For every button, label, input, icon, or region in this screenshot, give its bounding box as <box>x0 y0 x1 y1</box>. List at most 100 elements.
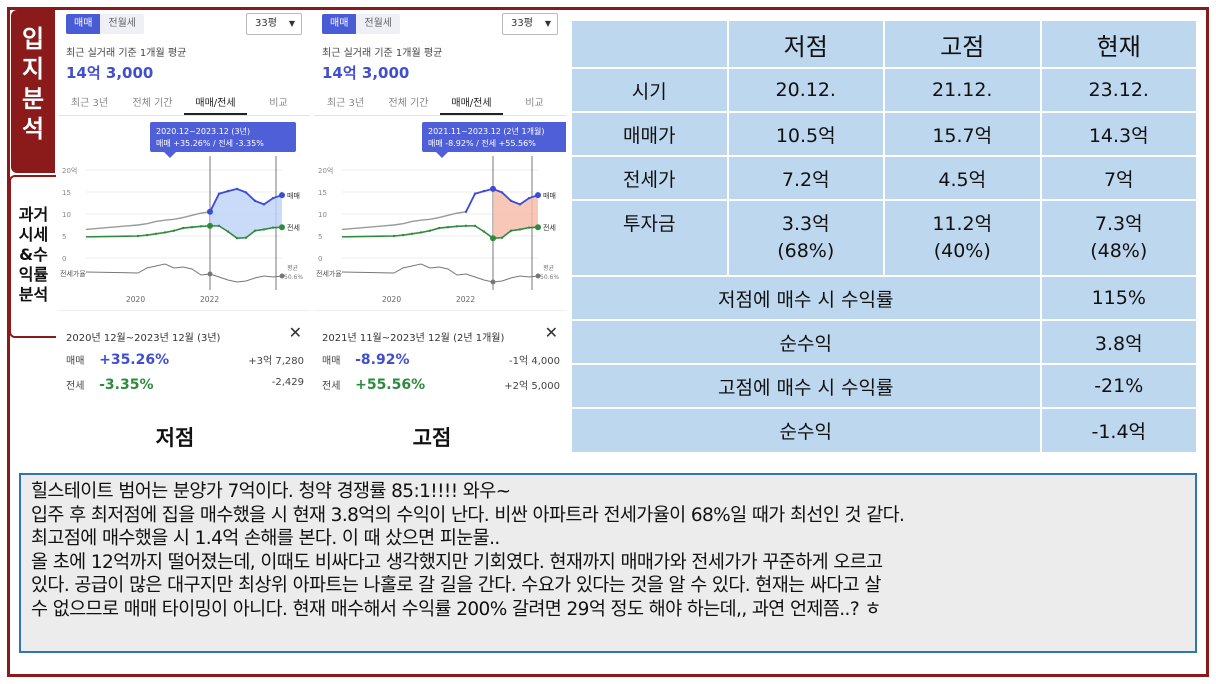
rent-point <box>419 231 423 234</box>
tab-sale-rent[interactable]: 매매/전세 <box>184 94 247 115</box>
tab-compare[interactable]: 비교 <box>525 98 544 109</box>
avg-price-value: 14억 3,000 <box>66 64 154 82</box>
sale-point <box>262 203 266 206</box>
rent-point <box>145 233 149 237</box>
detail-row-sale: 매매 -8.92% -1억 4,000 <box>322 349 560 369</box>
y-tick-label: 10 <box>318 211 327 219</box>
ratio-start-marker <box>490 279 496 285</box>
price-comparison-table: 저점 고점 현재 시기 20.12. 21.12. 23.12. 매매가 10.… <box>570 19 1198 454</box>
summary-value: -21% <box>1039 363 1198 409</box>
rent-point <box>262 228 266 231</box>
close-icon[interactable]: ✕ <box>544 323 558 342</box>
detail-rent-label: 전세 <box>322 381 341 392</box>
rent-start-marker <box>490 235 496 242</box>
commentary-line: 있다. 공급이 많은 대구지만 최상위 아파트는 나홀로 갈 길을 간다. 수요… <box>31 575 881 596</box>
summary-label: 고점에 매수 시 수익률 <box>570 363 1042 409</box>
invest-amount: 7.3억 <box>1094 213 1143 235</box>
summary-label: 순수익 <box>570 407 1042 454</box>
tab-all-period[interactable]: 전체 기간 <box>132 98 173 109</box>
table-row: 매매가 10.5억 15.7억 14.3억 <box>570 111 1198 157</box>
gap-fill-area <box>493 188 538 239</box>
period-tabs: 최근 3년 전체 기간 매매/전세 비교 <box>314 94 566 116</box>
caption-low: 저점 <box>155 426 195 450</box>
tooltip-change: 매매 +35.26% / 전세 -3.35% <box>156 138 264 148</box>
table-cell: 7억 <box>1039 155 1198 201</box>
jeonse-ratio-line <box>85 263 283 283</box>
detail-sale-amt: +3억 7,280 <box>248 356 304 367</box>
rent-point <box>199 225 203 228</box>
tab-compare[interactable]: 비교 <box>269 98 288 109</box>
detail-sale-label: 매매 <box>66 356 85 367</box>
tab-price-history-analysis[interactable]: 과거 시세 &수 익률 분석 <box>9 175 56 338</box>
rent-ratio: (48%) <box>1090 240 1148 262</box>
tab-recent-3y[interactable]: 최근 3년 <box>326 98 365 109</box>
period-detail-card: 2021년 11월~2023년 12월 (2년 1개월) ✕ 매매 -8.92%… <box>314 310 566 400</box>
rent-point <box>136 234 140 238</box>
tab-all-period[interactable]: 전체 기간 <box>388 98 429 109</box>
rent-point <box>392 234 396 238</box>
summary-value: 3.8억 <box>1039 319 1198 365</box>
size-select-value: 33평 <box>255 18 277 29</box>
detail-sale-amt: -1억 4,000 <box>509 356 560 367</box>
table-cell: 10.5억 <box>726 111 885 157</box>
tab-label-chunk: &수 <box>19 245 48 264</box>
commentary-line: 최고점에 매수했을 시 1.4억 손해를 본다. 이 때 샀으면 피눈물.. <box>31 528 500 549</box>
detail-rent-amt: +2억 5,000 <box>504 381 560 392</box>
table-row: 시기 20.12. 21.12. 23.12. <box>570 67 1198 113</box>
detail-rent-pct: +55.56% <box>355 377 426 393</box>
sale-line-label: 매매 <box>287 192 300 200</box>
trade-type-toggle[interactable]: 매매 전월세 <box>66 14 145 34</box>
rent-start-marker <box>207 222 213 229</box>
toggle-rent[interactable]: 전월세 <box>100 14 145 34</box>
size-select[interactable]: 33평 ▼ <box>502 13 558 35</box>
sale-point <box>509 199 513 202</box>
rent-point <box>244 236 248 239</box>
rent-point <box>226 230 230 233</box>
sale-point <box>500 191 504 194</box>
ratio-avg-label: 평균 <box>543 264 555 272</box>
tab-recent-3y[interactable]: 최근 3년 <box>70 98 109 109</box>
tab-sale-rent[interactable]: 매매/전세 <box>440 94 503 115</box>
sale-point <box>464 210 468 213</box>
table-header-row: 저점 고점 현재 <box>570 19 1198 69</box>
x-tick-label: 2022 <box>456 295 475 304</box>
rent-line <box>341 225 539 240</box>
detail-range: 2021년 11월~2023년 12월 (2년 1개월) <box>322 333 505 344</box>
rent-point <box>410 232 414 235</box>
jeonse-ratio-label: 전세가율 <box>60 269 86 278</box>
toggle-sale[interactable]: 매매 <box>322 14 357 34</box>
table-header-cell: 저점 <box>726 19 885 69</box>
size-select-value: 33평 <box>511 18 533 29</box>
tab-label-char: 분 <box>21 85 45 113</box>
price-line-chart[interactable]: 20억 15 10 5 0 2020.12~2023.12 (3년) 매매 +35.26% … <box>58 118 310 306</box>
table-cell: 11.2억 (40%) <box>883 199 1042 277</box>
detail-rent-amt: -2,429 <box>271 377 304 388</box>
sale-point <box>473 192 477 195</box>
range-tooltip <box>422 122 566 152</box>
rent-point <box>163 231 167 234</box>
rent-point <box>428 229 432 232</box>
sale-end-marker <box>279 192 285 199</box>
detail-range: 2020년 12월~2023년 12월 (3년) <box>66 333 221 344</box>
rent-point <box>181 226 185 230</box>
price-line-chart[interactable]: 20억 15 10 5 0 2021.11~2023.12 (2년 1개월) 매매 -8.9… <box>314 118 566 306</box>
rent-point <box>172 229 176 232</box>
detail-row-sale: 매매 +35.26% +3억 7,280 <box>66 349 304 369</box>
toggle-rent[interactable]: 전월세 <box>356 14 401 34</box>
toggle-sale[interactable]: 매매 <box>66 14 101 34</box>
ratio-end-marker <box>279 273 285 279</box>
rent-point <box>190 226 194 229</box>
table-row: 투자금 3.3억 (68%) 11.2억 (40%) 7.3억 (48%) <box>570 199 1198 277</box>
trade-type-toggle[interactable]: 매매 전월세 <box>322 14 401 34</box>
close-icon[interactable]: ✕ <box>288 323 302 342</box>
tooltip-change: 매매 -8.92% / 전세 +55.56% <box>428 138 536 148</box>
tooltip-period: 2021.11~2023.12 (2년 1개월) <box>428 126 544 136</box>
jeonse-ratio-label: 전세가율 <box>316 269 342 278</box>
x-tick-label: 2020 <box>382 295 401 304</box>
table-cell: 20.12. <box>726 67 885 113</box>
commentary-line: 입주 후 최저점에 집을 매수했을 시 현재 3.8억의 수익이 난다. 비싼 … <box>31 504 905 526</box>
size-select[interactable]: 33평 ▼ <box>246 13 302 35</box>
table-row-label: 투자금 <box>570 199 729 277</box>
